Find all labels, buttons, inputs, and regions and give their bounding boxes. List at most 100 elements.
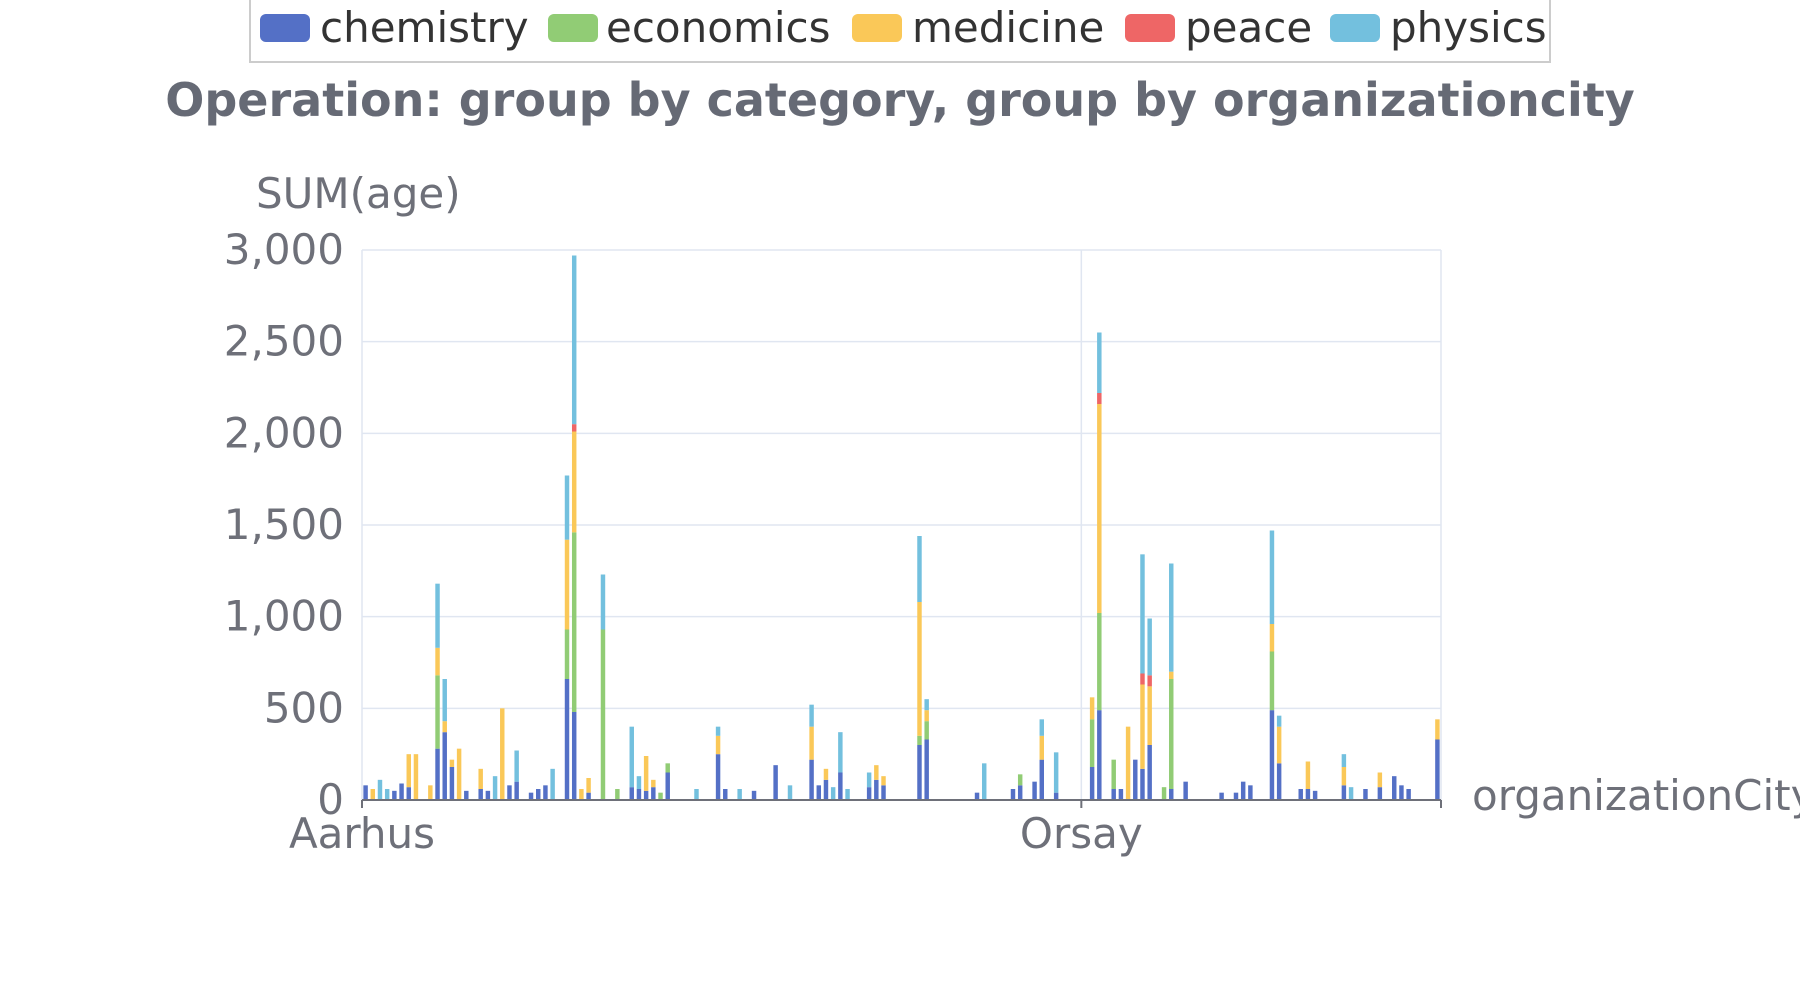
legend-item-physics[interactable]: physics (1330, 3, 1547, 52)
bar-physics-109[interactable] (1147, 618, 1152, 676)
bar-physics-86[interactable] (981, 763, 987, 800)
bar-medicine-126[interactable] (1269, 624, 1275, 652)
bar-economics-77[interactable] (917, 735, 922, 745)
bar-medicine-28[interactable] (564, 539, 570, 630)
bar-physics-62[interactable] (809, 704, 814, 727)
bar-chemistry-5[interactable] (399, 783, 404, 801)
bar-chemistry-14[interactable] (464, 790, 469, 800)
bar-chemistry-139[interactable] (1363, 789, 1368, 800)
bar-medicine-78[interactable] (924, 710, 929, 722)
bar-medicine-127[interactable] (1276, 726, 1282, 764)
bar-peace-102[interactable] (1097, 393, 1102, 404)
bar-chemistry-127[interactable] (1276, 763, 1282, 800)
bar-chemistry-66[interactable] (838, 772, 843, 801)
bar-physics-11[interactable] (442, 679, 447, 722)
bar-physics-29[interactable] (571, 255, 577, 425)
bar-chemistry-54[interactable] (751, 790, 757, 800)
bar-chemistry-38[interactable] (636, 789, 642, 800)
bar-chemistry-105[interactable] (1118, 789, 1124, 800)
bar-physics-77[interactable] (917, 536, 922, 602)
bar-chemistry-122[interactable] (1240, 781, 1246, 800)
bar-chemistry-77[interactable] (917, 745, 922, 800)
bar-peace-108[interactable] (1140, 673, 1145, 685)
bar-medicine-102[interactable] (1097, 404, 1102, 613)
bar-medicine-31[interactable] (586, 778, 591, 793)
bar-medicine-109[interactable] (1147, 686, 1152, 745)
bar-physics-66[interactable] (838, 732, 843, 773)
bar-chemistry-93[interactable] (1032, 781, 1037, 800)
bar-physics-37[interactable] (629, 726, 634, 788)
bar-medicine-30[interactable] (579, 789, 584, 800)
bar-chemistry-126[interactable] (1269, 710, 1275, 800)
bar-chemistry-24[interactable] (536, 789, 541, 800)
bar-physics-94[interactable] (1039, 719, 1044, 736)
bar-chemistry-90[interactable] (1010, 789, 1016, 800)
bar-physics-136[interactable] (1341, 754, 1347, 767)
bar-physics-49[interactable] (715, 726, 721, 736)
bar-physics-38[interactable] (636, 776, 642, 789)
bar-economics-101[interactable] (1089, 719, 1095, 767)
bar-medicine-149[interactable] (1435, 719, 1440, 740)
bar-medicine-39[interactable] (643, 756, 649, 791)
bar-physics-59[interactable] (787, 785, 793, 800)
bar-chemistry-23[interactable] (528, 792, 534, 800)
bar-economics-35[interactable] (615, 789, 620, 800)
bar-chemistry-64[interactable] (823, 779, 829, 800)
bar-economics-33[interactable] (600, 629, 606, 801)
bar-medicine-71[interactable] (874, 765, 879, 780)
bar-chemistry-107[interactable] (1133, 759, 1138, 800)
bar-chemistry-28[interactable] (564, 679, 570, 800)
bar-medicine-29[interactable] (571, 431, 577, 533)
bar-economics-78[interactable] (924, 721, 929, 740)
bar-physics-108[interactable] (1140, 554, 1145, 674)
bar-economics-29[interactable] (571, 532, 577, 712)
legend-item-medicine[interactable]: medicine (852, 3, 1104, 52)
bar-chemistry-94[interactable] (1039, 759, 1044, 800)
bar-medicine-131[interactable] (1305, 761, 1311, 790)
bar-chemistry-31[interactable] (586, 792, 591, 800)
bar-medicine-49[interactable] (715, 735, 721, 755)
legend[interactable]: chemistry economics medicine peace physi… (249, 0, 1551, 63)
bar-medicine-101[interactable] (1089, 697, 1095, 720)
bar-economics-28[interactable] (564, 629, 570, 680)
bar-chemistry-131[interactable] (1305, 789, 1311, 800)
bar-chemistry-104[interactable] (1111, 789, 1116, 800)
bar-chemistry-71[interactable] (874, 779, 879, 800)
bar-physics-112[interactable] (1169, 563, 1174, 672)
bar-economics-10[interactable] (435, 675, 440, 749)
bar-medicine-62[interactable] (809, 726, 814, 760)
bar-peace-29[interactable] (571, 424, 577, 432)
bar-physics-70[interactable] (866, 772, 872, 788)
bar-chemistry-39[interactable] (643, 790, 649, 800)
bar-chemistry-40[interactable] (651, 787, 656, 800)
bar-medicine-64[interactable] (823, 768, 829, 780)
bar-chemistry-12[interactable] (449, 767, 455, 800)
bar-physics-18[interactable] (492, 776, 498, 800)
bar-physics-10[interactable] (435, 583, 440, 648)
bar-medicine-136[interactable] (1341, 767, 1347, 786)
bar-chemistry-121[interactable] (1233, 792, 1239, 800)
bar-physics-137[interactable] (1348, 787, 1354, 800)
bar-chemistry-17[interactable] (485, 790, 491, 800)
bar-economics-112[interactable] (1169, 679, 1174, 789)
bar-medicine-112[interactable] (1169, 671, 1174, 679)
bar-physics-46[interactable] (694, 789, 699, 800)
bar-chemistry-85[interactable] (974, 792, 980, 800)
bar-chemistry-149[interactable] (1435, 739, 1440, 801)
bar-medicine-10[interactable] (435, 647, 440, 676)
bar-chemistry-16[interactable] (478, 789, 483, 800)
bar-economics-104[interactable] (1111, 759, 1116, 789)
bar-physics-26[interactable] (550, 768, 555, 800)
bar-chemistry-132[interactable] (1312, 790, 1318, 800)
bar-physics-52[interactable] (737, 789, 742, 800)
bar-chemistry-101[interactable] (1089, 767, 1095, 800)
bar-medicine-7[interactable] (413, 754, 419, 800)
bar-medicine-13[interactable] (456, 748, 462, 800)
bar-chemistry-50[interactable] (723, 789, 728, 800)
bar-medicine-11[interactable] (442, 721, 447, 733)
bar-physics-3[interactable] (384, 789, 390, 800)
bar-chemistry-11[interactable] (442, 732, 447, 800)
bar-chemistry-62[interactable] (809, 759, 814, 800)
bar-chemistry-141[interactable] (1377, 787, 1383, 800)
bar-medicine-40[interactable] (651, 779, 656, 788)
